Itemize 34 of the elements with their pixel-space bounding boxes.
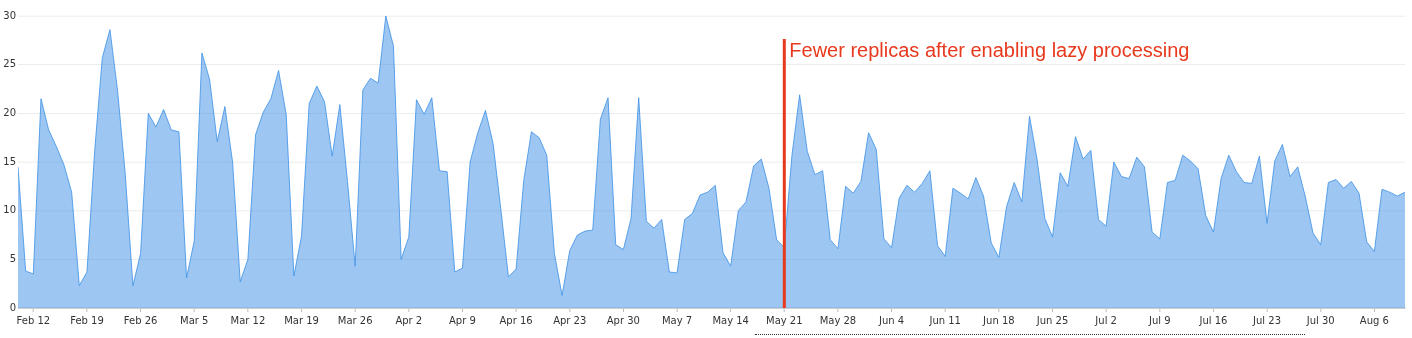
x-tick-label: Apr 2 [395,314,423,326]
x-tick-label: Apr 23 [553,314,587,326]
x-tick-label: Mar 26 [337,314,373,326]
x-tick-label: Jul 23 [1252,314,1282,326]
x-tick-label: Jul 2 [1094,314,1117,326]
y-tick-label: 30 [3,9,16,21]
x-tick-label: Feb 19 [70,314,104,326]
x-tick-label: Jun 18 [982,314,1015,326]
x-tick-label: May 7 [661,314,693,326]
x-tick-label: Aug 6 [1359,314,1389,326]
x-tick-label: May 21 [766,314,803,326]
y-tick-label: 15 [3,155,16,167]
x-tick-label: May 14 [712,314,749,326]
y-tick-label: 0 [9,301,16,313]
x-tick-label: Apr 16 [499,314,533,326]
y-tick-label: 25 [3,58,16,70]
x-tick-label: May 28 [819,314,857,326]
x-tick-label: Mar 19 [284,314,319,326]
x-tick-label: Jul 16 [1198,314,1228,326]
x-tick-label: Mar 5 [180,314,209,326]
x-tick-label: Jul 30 [1305,314,1335,326]
x-tick-label: Feb 12 [16,314,51,326]
y-tick-label: 10 [3,204,16,216]
x-tick-label: Jul 9 [1147,314,1171,326]
y-tick-label: 5 [9,252,16,264]
x-tick-label: Jun 11 [928,314,961,326]
ref-line-label: Fewer replicas after enabling lazy processing [789,39,1190,61]
x-tick-label: Apr 30 [606,314,640,326]
y-tick-label: 20 [3,106,16,118]
x-tick-label: Jun 25 [1035,314,1069,326]
x-tick-label: Jun 4 [877,314,905,326]
x-tick-label: Feb 26 [123,314,158,326]
x-tick-label: Apr 9 [449,314,476,326]
x-tick-label: Mar 12 [230,314,266,326]
